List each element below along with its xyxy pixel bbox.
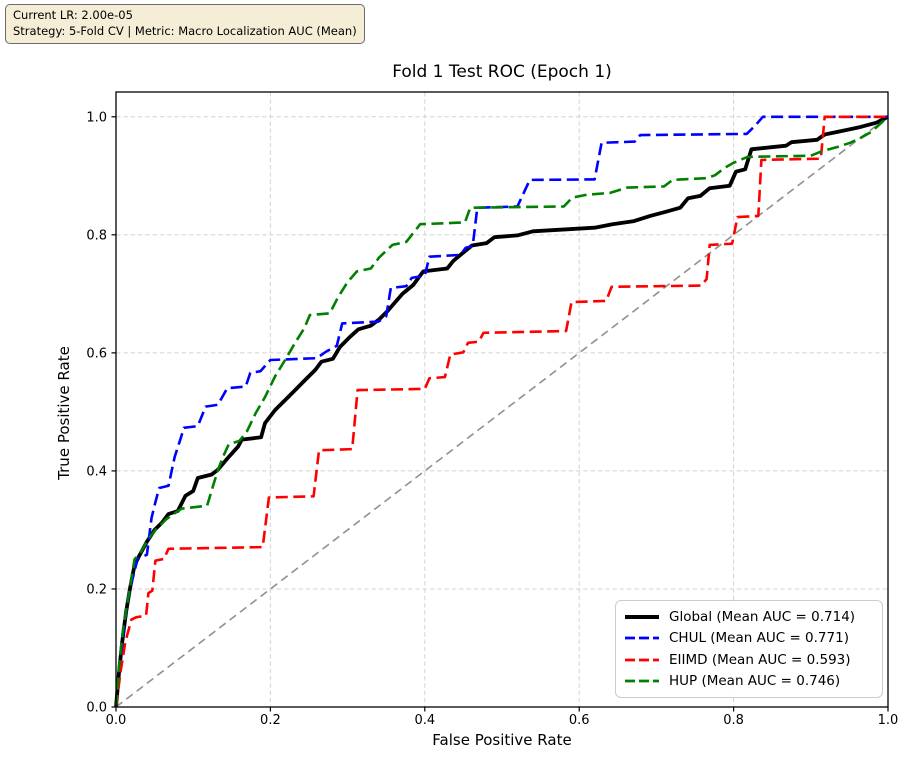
- x-tick-label: 0.0: [106, 713, 127, 728]
- y-tick-label: 0.4: [86, 464, 107, 479]
- legend-row-global: Global (Mean AUC = 0.714): [624, 609, 874, 625]
- legend-line-swatch-chul: [625, 636, 659, 640]
- lr-strategy-info-box: Current LR: 2.00e-05 Strategy: 5-Fold CV…: [5, 4, 365, 44]
- y-tick-label: 0.2: [86, 582, 107, 597]
- y-tick-label: 0.6: [86, 346, 107, 361]
- legend-label-chul: CHUL (Mean AUC = 0.771): [669, 630, 849, 647]
- roc-curve-chul: [114, 115, 888, 708]
- legend-label-hup: HUP (Mean AUC = 0.746): [669, 673, 841, 690]
- info-line-current-lr: Current LR: 2.00e-05: [13, 8, 133, 22]
- x-tick-label: 0.2: [260, 713, 281, 728]
- legend-line-swatch-eiimd: [625, 658, 659, 662]
- roc-curve-global: [114, 115, 889, 708]
- legend: Global (Mean AUC = 0.714) CHUL (Mean AUC …: [615, 600, 883, 698]
- legend-line-swatch-hup: [625, 679, 659, 683]
- y-axis-label: True Positive Rate: [55, 346, 73, 480]
- x-tick-label: 0.6: [569, 713, 590, 728]
- x-tick-label: 0.8: [723, 713, 744, 728]
- y-tick-label: 0.8: [86, 228, 107, 243]
- axes-spines: [115, 91, 889, 708]
- legend-row-eiimd: EIIMD (Mean AUC = 0.593): [624, 652, 874, 668]
- x-axis-label: False Positive Rate: [432, 731, 572, 749]
- y-tick-label: 1.0: [86, 110, 107, 125]
- x-tick-label: 0.4: [414, 713, 435, 728]
- legend-line-swatch-global: [625, 614, 659, 619]
- x-tick-label: 1.0: [878, 713, 899, 728]
- legend-label-global: Global (Mean AUC = 0.714): [669, 608, 856, 625]
- legend-row-chul: CHUL (Mean AUC = 0.771): [624, 630, 874, 646]
- roc-curve-hup: [114, 115, 889, 708]
- legend-label-eiimd: EIIMD (Mean AUC = 0.593): [669, 651, 851, 668]
- roc-curve-eiimd: [114, 115, 888, 708]
- chart-title: Fold 1 Test ROC (Epoch 1): [392, 62, 612, 82]
- legend-row-hup: HUP (Mean AUC = 0.746): [624, 673, 874, 689]
- info-line-strategy-metric: Strategy: 5-Fold CV | Metric: Macro Loca…: [13, 24, 357, 39]
- y-tick-label: 0.0: [86, 701, 107, 716]
